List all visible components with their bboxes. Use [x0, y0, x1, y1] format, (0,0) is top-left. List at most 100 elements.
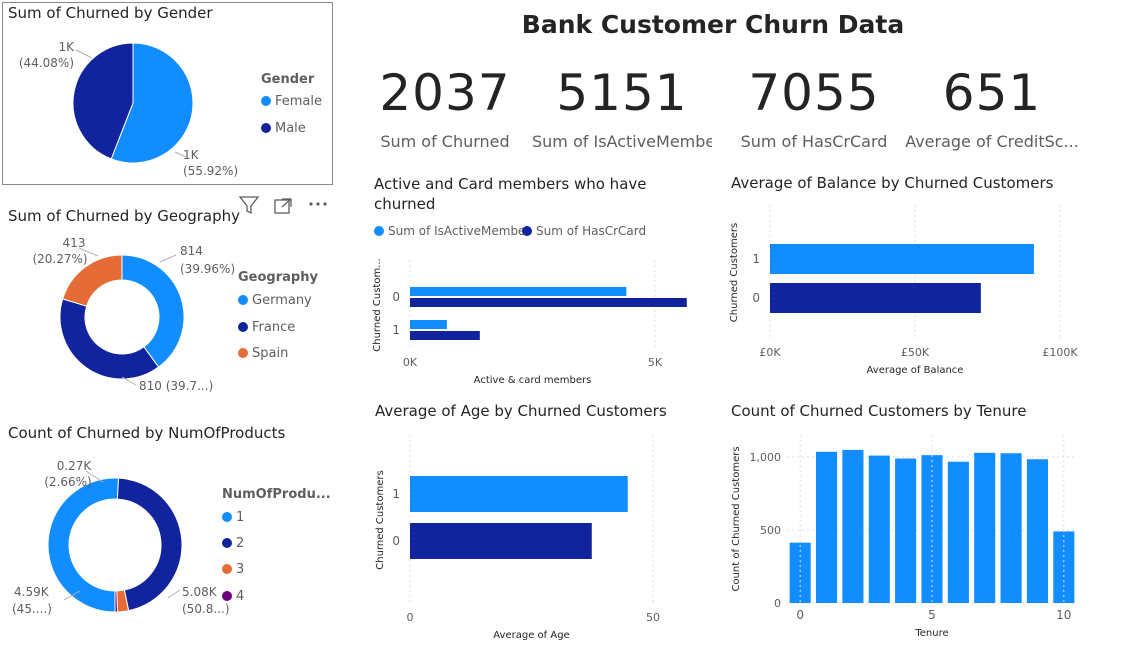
geography-legend-spain[interactable]: Spain	[238, 346, 288, 361]
bar-sum-of-isactivemember-0[interactable]	[410, 287, 627, 296]
y-category-label: 0	[392, 290, 400, 304]
bar-tenure-1[interactable]	[816, 451, 838, 603]
legend-dot-icon	[222, 512, 232, 522]
bar-tenure-10[interactable]	[1053, 531, 1075, 603]
legend-dot-icon	[222, 564, 232, 574]
pie-geography-slice-spain[interactable]	[62, 254, 123, 307]
pie-products-slice-2[interactable]	[116, 477, 183, 612]
legend-dot-icon	[261, 96, 271, 106]
bar-1[interactable]	[410, 476, 628, 512]
active-card-legend-crcard[interactable]: Sum of HasCrCard	[522, 224, 646, 238]
geography-legend-title: Geography	[238, 270, 318, 285]
pie-geography-slice-france[interactable]	[59, 298, 160, 380]
more-options-icon[interactable]	[309, 202, 327, 206]
bar-tenure-6[interactable]	[947, 461, 969, 603]
products-pct-2: (45....)	[12, 602, 52, 616]
geography-legend-france[interactable]: France	[238, 320, 295, 335]
products-legend-2[interactable]: 2	[222, 536, 244, 551]
active-card-legend-active[interactable]: Sum of IsActiveMember	[374, 224, 530, 238]
balance-bar-chart[interactable]: £0K £50K £100K Average of Balance Churned Cu…	[725, 200, 1125, 385]
bar-tenure-5[interactable]	[921, 455, 943, 603]
x-tick-label: 0K	[403, 356, 418, 369]
bar-0[interactable]	[770, 283, 981, 313]
bar-0[interactable]	[410, 523, 592, 559]
legend-dot-icon	[374, 226, 384, 236]
y-category-label: 1	[392, 323, 400, 337]
products-legend-4[interactable]: 4	[222, 589, 244, 604]
bar-tenure-4[interactable]	[895, 458, 917, 603]
pie-products-slice-1[interactable]	[47, 477, 120, 613]
bar-sum-of-isactivemember-1[interactable]	[410, 320, 447, 329]
kpi-crcard-value: 7055	[748, 64, 880, 122]
gender-legend-male[interactable]: Male	[261, 121, 306, 136]
focus-mode-icon[interactable]	[274, 198, 292, 214]
kpi-creditscore-value: 651	[942, 64, 1042, 122]
gender-legend-title: Gender	[261, 72, 315, 87]
geography-legend-germany[interactable]: Germany	[238, 293, 312, 308]
x-tick-label: 0	[796, 608, 804, 622]
x-tick-label: 5	[928, 608, 936, 622]
y-axis-title: Churned Custom...	[372, 258, 383, 351]
age-bar-chart[interactable]: 0 50 Average of Age Churned Customers 1 0	[365, 425, 705, 645]
bar-tenure-7[interactable]	[974, 452, 996, 603]
products-legend-3[interactable]: 3	[222, 562, 244, 577]
y-category-label: 1	[752, 252, 760, 266]
geography-label-france: 810 (39.7...)	[139, 379, 213, 393]
gender-pct-male: (44.08%)	[19, 56, 74, 70]
legend-dot-icon	[222, 591, 232, 601]
bar-tenure-3[interactable]	[868, 455, 890, 603]
products-donut-chart[interactable]: 0.27K (2.66%) 4.59K (45....) 5.08K (50.8…	[0, 450, 340, 640]
x-axis-title: Tenure	[914, 628, 948, 639]
products-chart-title: Count of Churned by NumOfProducts	[8, 424, 286, 442]
pie-gender-slice-female[interactable]	[110, 42, 194, 164]
x-tick-label: 50	[646, 611, 660, 624]
products-pct-1: (50.8...)	[182, 602, 230, 616]
legend-dot-icon	[522, 226, 532, 236]
y-tick-label: 0	[774, 597, 781, 610]
products-label-1: 5.08K	[182, 585, 218, 599]
x-tick-label: 10	[1056, 608, 1071, 622]
y-tick-label: 1,000	[750, 451, 782, 464]
legend-dot-icon	[238, 322, 248, 332]
legend-dot-icon	[238, 348, 248, 358]
products-legend-1[interactable]: 1	[222, 510, 244, 525]
active-card-bar-chart[interactable]: 0K 5K Active & card members Churned Custom.…	[360, 240, 700, 385]
products-label-3: 0.27K	[57, 459, 93, 473]
pie-gender-slice-male[interactable]	[72, 42, 134, 160]
gender-legend-female[interactable]: Female	[261, 94, 322, 109]
geography-pct-germany: (39.96%)	[180, 262, 235, 276]
bar-tenure-8[interactable]	[1000, 453, 1022, 603]
geography-donut-chart[interactable]: 413 (20.27%) 814 (39.96%) 810 (39.7...)	[0, 225, 340, 405]
bar-tenure-2[interactable]	[842, 449, 864, 603]
gender-pie-chart[interactable]: 1K (44.08%) 1K (55.92%)	[0, 0, 340, 190]
y-axis-title: Churned Customers	[375, 470, 386, 569]
y-category-label: 1	[392, 487, 400, 501]
tenure-chart-title: Count of Churned Customers by Tenure	[731, 402, 1027, 420]
geography-chart-title: Sum of Churned by Geography	[8, 207, 241, 225]
bar-sum-of-hascrcard-1[interactable]	[410, 331, 480, 340]
pie-geography-slice-germany[interactable]	[121, 254, 185, 368]
x-tick-label: 0	[407, 611, 414, 624]
products-label-2: 4.59K	[14, 585, 50, 599]
gender-visual-border[interactable]	[2, 2, 333, 185]
products-pct-3: (2.66%)	[44, 475, 91, 489]
tenure-column-chart[interactable]: 0 500 1,000 0 5 10 Tenure Count of Churned Cust…	[725, 425, 1125, 645]
bar-tenure-0[interactable]	[789, 542, 811, 603]
y-category-label: 0	[392, 534, 400, 548]
legend-dot-icon	[261, 123, 271, 133]
bar-sum-of-hascrcard-0[interactable]	[410, 298, 687, 307]
bar-1[interactable]	[770, 244, 1034, 274]
kpi-churned-value: 2037	[379, 64, 511, 122]
legend-dot-icon	[238, 295, 248, 305]
bar-tenure-9[interactable]	[1026, 459, 1048, 603]
balance-chart-title: Average of Balance by Churned Customers	[731, 174, 1054, 192]
gender-label-female: 1K	[183, 148, 200, 162]
filter-icon[interactable]	[238, 196, 260, 215]
kpi-churned-label: Sum of Churned	[380, 132, 510, 151]
pie-products-slice-4[interactable]	[114, 590, 119, 613]
gender-pct-female: (55.92%)	[183, 164, 238, 178]
x-axis-title: Active & card members	[474, 375, 592, 385]
y-category-label: 0	[752, 291, 760, 305]
x-tick-label: 5K	[648, 356, 663, 369]
geography-label-germany: 814	[180, 244, 203, 258]
